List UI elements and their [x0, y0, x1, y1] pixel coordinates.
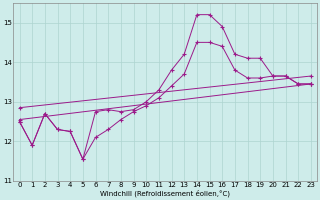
X-axis label: Windchill (Refroidissement éolien,°C): Windchill (Refroidissement éolien,°C) — [100, 190, 230, 197]
